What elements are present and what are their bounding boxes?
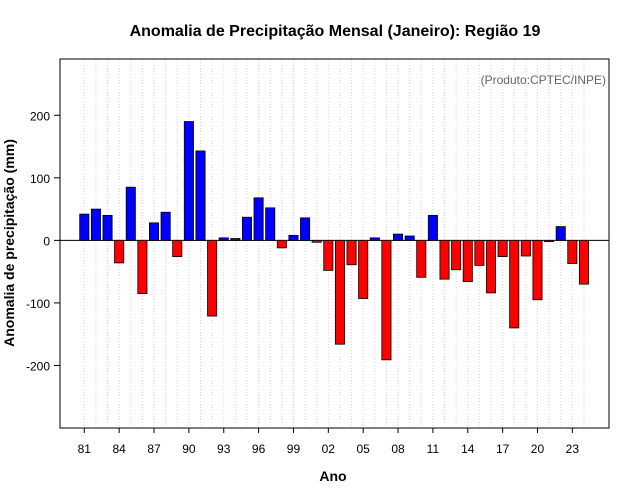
bar-series	[79, 121, 589, 361]
bar-2000	[300, 217, 311, 241]
bar-2008	[393, 233, 404, 241]
chart-title: Anomalia de Precipitação Mensal (Janeiro…	[130, 23, 541, 40]
bar-2004	[346, 239, 357, 266]
bar-2005	[358, 239, 369, 299]
bar-2023	[567, 239, 578, 264]
bar-2001	[311, 239, 322, 243]
bar-2021	[544, 239, 555, 243]
plot-area-frame	[59, 58, 610, 429]
x-tick-label: 08	[391, 442, 405, 456]
bar-1999	[288, 234, 299, 241]
y-tick-label: 200	[30, 109, 50, 123]
x-tick-label: 81	[78, 442, 92, 456]
bar-1996	[253, 197, 264, 241]
bar-1986	[137, 239, 148, 294]
bar-2022	[555, 226, 566, 241]
x-tick-label: 20	[531, 442, 545, 456]
y-tick-label: -100	[26, 297, 50, 311]
credit-text: (Produto:CPTEC/INPE)	[481, 73, 606, 87]
bar-1982	[90, 208, 101, 241]
bar-2012	[439, 239, 450, 280]
bar-1991	[195, 150, 206, 241]
bar-1984	[114, 239, 125, 264]
vertical-gridlines	[83, 59, 585, 428]
y-tick-label: 100	[30, 172, 50, 186]
x-tick-label: 05	[357, 442, 371, 456]
y-axis-title: Anomalia de precipitação (mm)	[1, 139, 17, 347]
bar-1992	[207, 239, 218, 317]
bar-2017	[497, 239, 508, 258]
bar-1994	[230, 238, 241, 241]
x-tick-label: 14	[461, 442, 475, 456]
x-tick-label: 17	[496, 442, 510, 456]
bar-2007	[381, 239, 392, 361]
x-tick-label: 87	[147, 442, 161, 456]
bar-2002	[323, 239, 334, 271]
bar-1989	[172, 239, 183, 258]
y-axis: -200 -100 0 100 200	[26, 109, 60, 373]
bar-2011	[427, 214, 438, 241]
bar-1997	[265, 207, 276, 241]
bar-2020	[532, 239, 543, 301]
bar-2009	[404, 235, 415, 241]
bar-2013	[451, 239, 462, 271]
bar-1983	[102, 214, 113, 241]
bar-2018	[509, 239, 520, 329]
x-tick-label: 96	[252, 442, 266, 456]
bar-1981	[79, 213, 90, 241]
bar-2015	[474, 239, 485, 266]
y-tick-label: 0	[43, 234, 50, 248]
bar-1985	[125, 186, 136, 241]
bar-2006	[369, 237, 380, 241]
bar-1993	[218, 237, 229, 241]
bar-2003	[334, 239, 345, 345]
x-tick-label: 90	[182, 442, 196, 456]
x-tick-label: 93	[217, 442, 231, 456]
bar-1990	[183, 121, 194, 241]
bar-2016	[485, 239, 496, 294]
x-tick-label: 23	[566, 442, 580, 456]
bar-2014	[462, 239, 473, 283]
x-tick-label: 99	[287, 442, 301, 456]
bar-1995	[241, 216, 252, 241]
bar-1987	[149, 222, 160, 241]
bar-1988	[160, 211, 171, 241]
bar-1998	[276, 239, 287, 249]
bar-2024	[578, 239, 589, 285]
x-tick-label: 84	[112, 442, 126, 456]
x-axis: 81 84 87 90 93 96 99 02 05 08 11 14 17 20 23	[78, 428, 580, 456]
bar-2010	[416, 239, 427, 278]
x-axis-title: Ano	[319, 468, 346, 484]
x-tick-label: 02	[322, 442, 336, 456]
y-tick-label: -200	[26, 359, 50, 373]
x-tick-label: 11	[427, 442, 440, 456]
bar-2019	[520, 239, 531, 257]
